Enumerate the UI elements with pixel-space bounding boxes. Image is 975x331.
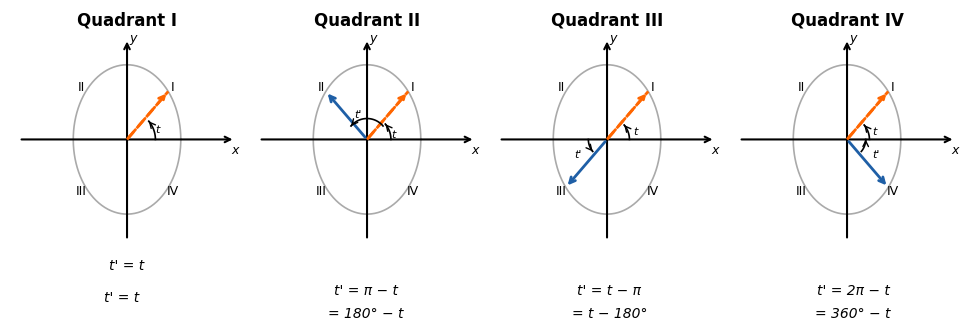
Text: t' = 2π − t: t' = 2π − t xyxy=(817,284,889,298)
Text: t' = π − t: t' = π − t xyxy=(333,284,398,298)
Text: t': t' xyxy=(354,110,362,120)
Text: IV: IV xyxy=(167,185,178,198)
Text: t: t xyxy=(155,125,160,135)
Text: t': t' xyxy=(574,150,582,160)
Text: I: I xyxy=(651,81,654,94)
Title: Quadrant I: Quadrant I xyxy=(77,12,177,29)
Text: t' = t: t' = t xyxy=(104,291,139,305)
Text: t' = t − π: t' = t − π xyxy=(577,284,642,298)
Text: II: II xyxy=(558,81,565,94)
Text: IV: IV xyxy=(407,185,419,198)
Text: II: II xyxy=(78,81,85,94)
Text: y: y xyxy=(370,32,376,45)
Text: = 180° − t: = 180° − t xyxy=(328,307,404,321)
Text: x: x xyxy=(472,144,479,157)
Text: y: y xyxy=(130,32,137,45)
Text: x: x xyxy=(712,144,719,157)
Text: I: I xyxy=(410,81,414,94)
Text: t: t xyxy=(634,127,638,137)
Text: IV: IV xyxy=(646,185,659,198)
Text: x: x xyxy=(952,144,959,157)
Text: II: II xyxy=(798,81,805,94)
Text: t' = t: t' = t xyxy=(109,259,144,273)
Text: I: I xyxy=(171,81,175,94)
Text: IV: IV xyxy=(886,185,899,198)
Text: II: II xyxy=(318,81,325,94)
Text: y: y xyxy=(609,32,616,45)
Text: y: y xyxy=(849,32,857,45)
Text: III: III xyxy=(796,185,806,198)
Text: t': t' xyxy=(872,150,879,160)
Text: I: I xyxy=(891,81,894,94)
Title: Quadrant IV: Quadrant IV xyxy=(791,12,904,29)
Text: t: t xyxy=(391,130,396,140)
Title: Quadrant II: Quadrant II xyxy=(314,12,420,29)
Text: = 360° − t: = 360° − t xyxy=(815,307,891,321)
Text: t: t xyxy=(872,127,877,137)
Text: = t − 180°: = t − 180° xyxy=(571,307,647,321)
Text: III: III xyxy=(556,185,566,198)
Text: III: III xyxy=(76,185,87,198)
Text: III: III xyxy=(316,185,327,198)
Text: x: x xyxy=(232,144,239,157)
Title: Quadrant III: Quadrant III xyxy=(551,12,663,29)
